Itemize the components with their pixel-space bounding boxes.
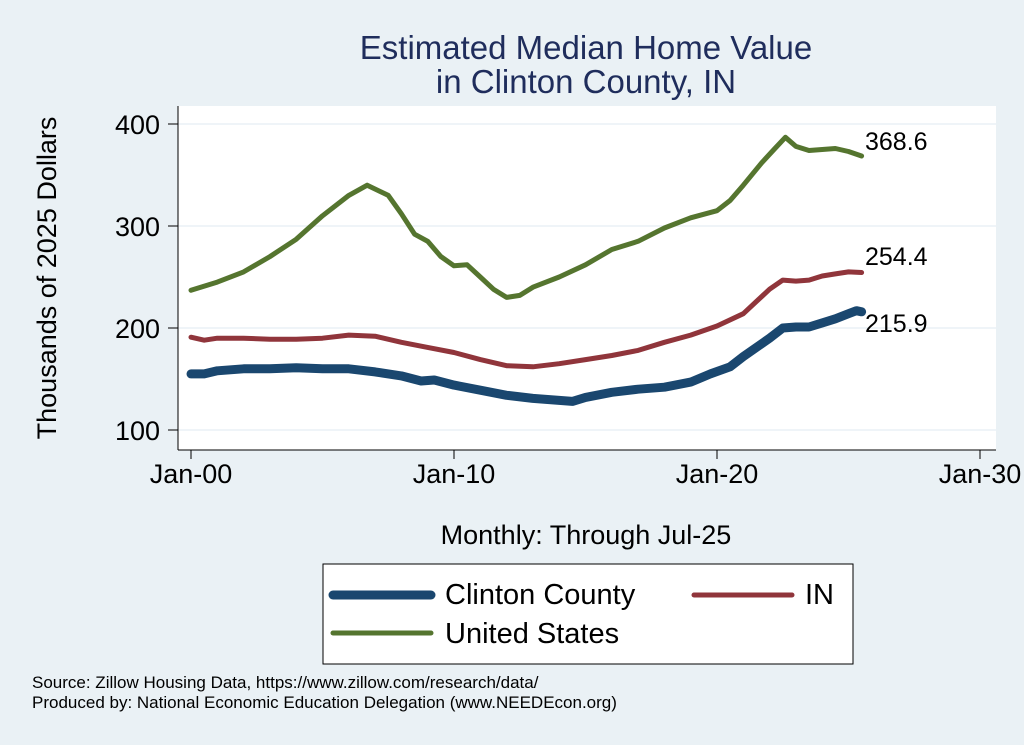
legend-label-clinton: Clinton County	[445, 579, 636, 611]
legend-label-us: United States	[445, 618, 619, 650]
x-tick-label-1: Jan-10	[413, 459, 496, 489]
series-lines	[186, 134, 867, 406]
end-label-clinton-county: 215.9	[865, 310, 928, 338]
legend-label-in: IN	[805, 579, 834, 611]
end-label-in: 254.4	[865, 243, 928, 271]
y-tick-label-300: 300	[115, 212, 160, 242]
x-tick-label-0: Jan-00	[150, 459, 233, 489]
chart-title-line-1: Estimated Median Home Value	[360, 29, 812, 66]
x-tick-label-2: Jan-20	[676, 459, 759, 489]
y-tick-label-200: 200	[115, 314, 160, 344]
legend-box	[322, 563, 854, 665]
end-label-united-states: 368.6	[865, 128, 928, 156]
y-tick-label-400: 400	[115, 110, 160, 140]
produced-by-note: Produced by: National Economic Education…	[32, 693, 617, 712]
chart-title-line-2: in Clinton County, IN	[436, 63, 736, 100]
x-tick-label-3: Jan-30	[939, 459, 1022, 489]
end-labels: 215.9 254.4 368.6	[865, 128, 928, 338]
y-tick-label-100: 100	[115, 416, 160, 446]
y-axis-title: Thousands of 2025 Dollars	[32, 117, 62, 440]
x-axis-ticks: Jan-00 Jan-10 Jan-20 Jan-30	[150, 450, 1022, 489]
series-line-in	[188, 269, 865, 370]
source-note: Source: Zillow Housing Data, https://www…	[32, 673, 539, 692]
series-line-united-states	[188, 134, 865, 300]
y-axis-ticks: 100 200 300 400	[115, 110, 178, 446]
series-line-clinton-county	[186, 306, 867, 406]
x-axis-title: Monthly: Through Jul-25	[441, 520, 732, 550]
